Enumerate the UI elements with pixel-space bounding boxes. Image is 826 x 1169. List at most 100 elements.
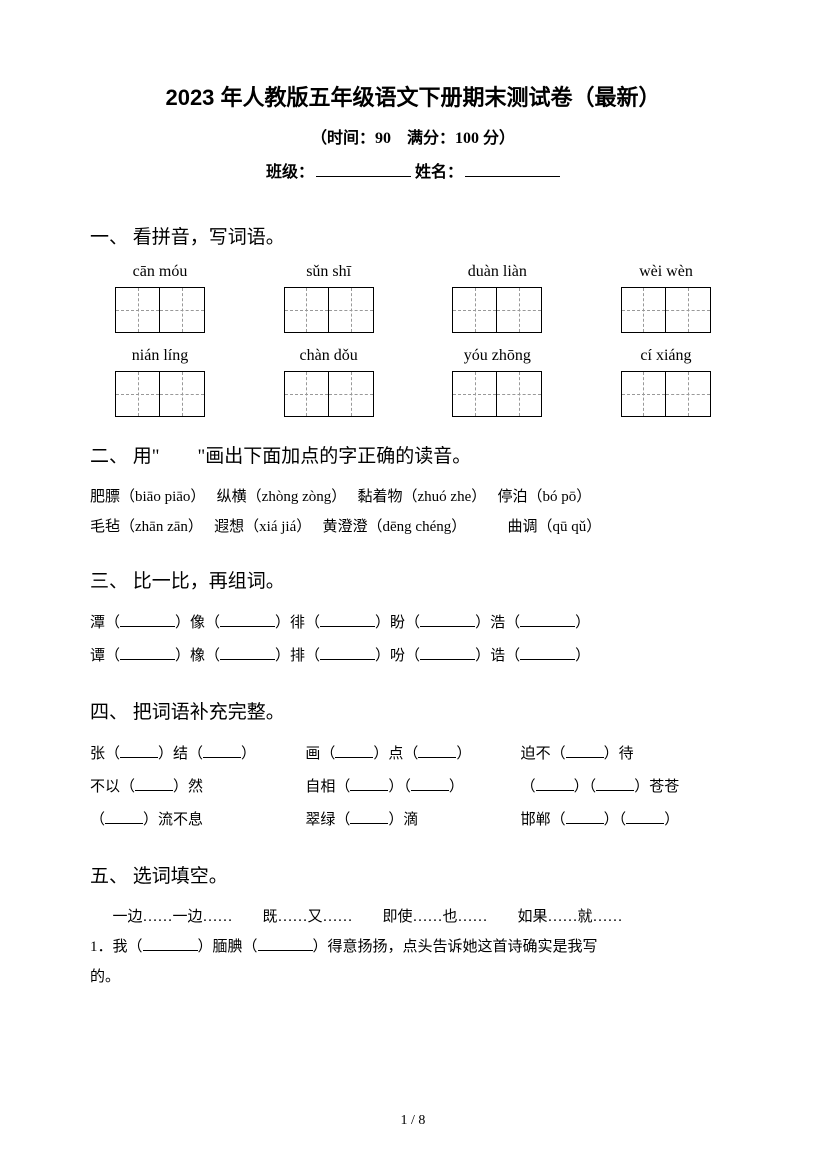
blank bbox=[350, 823, 388, 824]
blank bbox=[520, 659, 575, 660]
blank bbox=[350, 790, 388, 791]
char-box bbox=[622, 288, 666, 332]
char-boxes bbox=[452, 371, 542, 417]
q3-row1: 潭（）像（）徘（）盼（）浩（） bbox=[90, 607, 736, 640]
q4-text: ）待 bbox=[604, 746, 634, 762]
q4-group: 翠绿（）滴 bbox=[305, 804, 520, 837]
pinyin-item: yóu zhōng bbox=[427, 347, 567, 417]
blank bbox=[120, 659, 175, 660]
pinyin-text: wèi wèn bbox=[639, 263, 693, 281]
char-box bbox=[453, 372, 497, 416]
q4-group: 迫不（ ）待 bbox=[521, 738, 736, 771]
pinyin-text: cān móu bbox=[133, 263, 188, 281]
char-box bbox=[666, 288, 710, 332]
q4-group: 不以（）然 bbox=[90, 771, 305, 804]
q4-group: 自相（ ）（ ） bbox=[305, 771, 520, 804]
class-blank bbox=[316, 176, 411, 177]
q2-line2: 毛毡（zhān zān） 遐想（xiá jiá） 黄澄澄（dēng chéng）… bbox=[90, 512, 736, 542]
blank bbox=[536, 790, 574, 791]
q4-text: ）滴 bbox=[388, 812, 418, 828]
char-boxes bbox=[284, 371, 374, 417]
pinyin-item: chàn dǒu bbox=[259, 347, 399, 417]
char-box bbox=[329, 288, 373, 332]
q3-text: ）诰（ bbox=[475, 648, 520, 664]
q3-text: 谭（ bbox=[90, 648, 120, 664]
q5-text: ）腼腆（ bbox=[198, 939, 258, 955]
q4-text: ） bbox=[449, 779, 464, 795]
q3-row2: 谭（）橡（）排（）吩（）诰（） bbox=[90, 640, 736, 673]
pinyin-text: yóu zhōng bbox=[464, 347, 531, 365]
q2-item: 肥膘（biāo piāo） bbox=[90, 489, 198, 505]
blank bbox=[120, 626, 175, 627]
q2-item: 纵横（zhòng zòng） bbox=[217, 489, 339, 505]
q4-group: 邯郸（ ）（ ） bbox=[521, 804, 736, 837]
q2-item: 黄澄澄（dēng chéng） bbox=[323, 519, 459, 535]
blank bbox=[626, 823, 664, 824]
q2-item: 毛毡（zhān zān） bbox=[90, 519, 195, 535]
q4-text: ） bbox=[664, 812, 679, 828]
q3-text: ）吩（ bbox=[375, 648, 420, 664]
char-boxes bbox=[115, 287, 205, 333]
pinyin-text: sǔn shī bbox=[306, 263, 351, 281]
pinyin-item: cí xiáng bbox=[596, 347, 736, 417]
blank bbox=[566, 757, 604, 758]
blank bbox=[335, 757, 373, 758]
q2-line1: 肥膘（biāo piāo） 纵横（zhòng zòng） 黏着物（zhuó zh… bbox=[90, 482, 736, 512]
char-boxes bbox=[284, 287, 374, 333]
q3-text: ）徘（ bbox=[275, 615, 320, 631]
q4-text: ）（ bbox=[574, 779, 597, 795]
q4-text: ） bbox=[241, 746, 256, 762]
blank bbox=[420, 659, 475, 660]
char-boxes bbox=[621, 371, 711, 417]
q4-text: ）（ bbox=[388, 779, 411, 795]
q4-header: 四、 把词语补充完整。 bbox=[90, 697, 736, 724]
q4-text: 邯郸（ bbox=[521, 812, 566, 828]
q1-row1: cān móu sǔn shī duàn liàn wèi wèn bbox=[90, 263, 736, 333]
q2-item: 曲调（qū qǔ） bbox=[508, 519, 602, 535]
blank bbox=[411, 790, 449, 791]
char-box bbox=[116, 288, 160, 332]
q4-group: 张（）结（） bbox=[90, 738, 305, 771]
q4-text: 自相（ bbox=[305, 779, 350, 795]
blank bbox=[520, 626, 575, 627]
char-box bbox=[497, 372, 541, 416]
q4-text: ）苍苍 bbox=[634, 779, 679, 795]
pinyin-item: duàn liàn bbox=[427, 263, 567, 333]
q4-text: 迫不（ bbox=[521, 746, 566, 762]
q3-text: 潭（ bbox=[90, 615, 120, 631]
class-label: 班级： bbox=[266, 164, 314, 181]
char-boxes bbox=[115, 371, 205, 417]
q4-row2: 不以（）然 自相（ ）（ ） （ ）（ ）苍苍 bbox=[90, 771, 736, 804]
q3-text: ） bbox=[575, 648, 590, 664]
q2-item: 遐想（xiá jiá） bbox=[214, 519, 304, 535]
char-box bbox=[160, 372, 204, 416]
q4-text: 张（ bbox=[90, 746, 120, 762]
q3-text: ）像（ bbox=[175, 615, 220, 631]
q4-group: 画（）点（） bbox=[305, 738, 520, 771]
blank bbox=[320, 626, 375, 627]
student-info: 班级： 姓名： bbox=[90, 158, 736, 182]
char-box bbox=[622, 372, 666, 416]
q4-text: ）（ bbox=[604, 812, 627, 828]
pinyin-item: wèi wèn bbox=[596, 263, 736, 333]
blank bbox=[320, 659, 375, 660]
q4-text: （ bbox=[521, 779, 536, 795]
pinyin-text: cí xiáng bbox=[640, 347, 691, 365]
q3-text: ）浩（ bbox=[475, 615, 520, 631]
blank bbox=[420, 626, 475, 627]
char-box bbox=[666, 372, 710, 416]
pinyin-item: sǔn shī bbox=[259, 263, 399, 333]
q4-group: （）流不息 bbox=[90, 804, 305, 837]
char-box bbox=[497, 288, 541, 332]
pinyin-item: nián líng bbox=[90, 347, 230, 417]
pinyin-text: duàn liàn bbox=[468, 263, 527, 281]
q4-text: ）然 bbox=[173, 779, 203, 795]
doc-title: 2023 年人教版五年级语文下册期末测试卷（最新） bbox=[90, 80, 736, 112]
q3-text: ）橡（ bbox=[175, 648, 220, 664]
blank bbox=[596, 790, 634, 791]
char-boxes bbox=[452, 287, 542, 333]
q2-item: 黏着物（zhuó zhe） bbox=[358, 489, 479, 505]
q4-text: 画（ bbox=[305, 746, 335, 762]
blank bbox=[566, 823, 604, 824]
q2-item: 停泊（bó pō） bbox=[498, 489, 592, 505]
